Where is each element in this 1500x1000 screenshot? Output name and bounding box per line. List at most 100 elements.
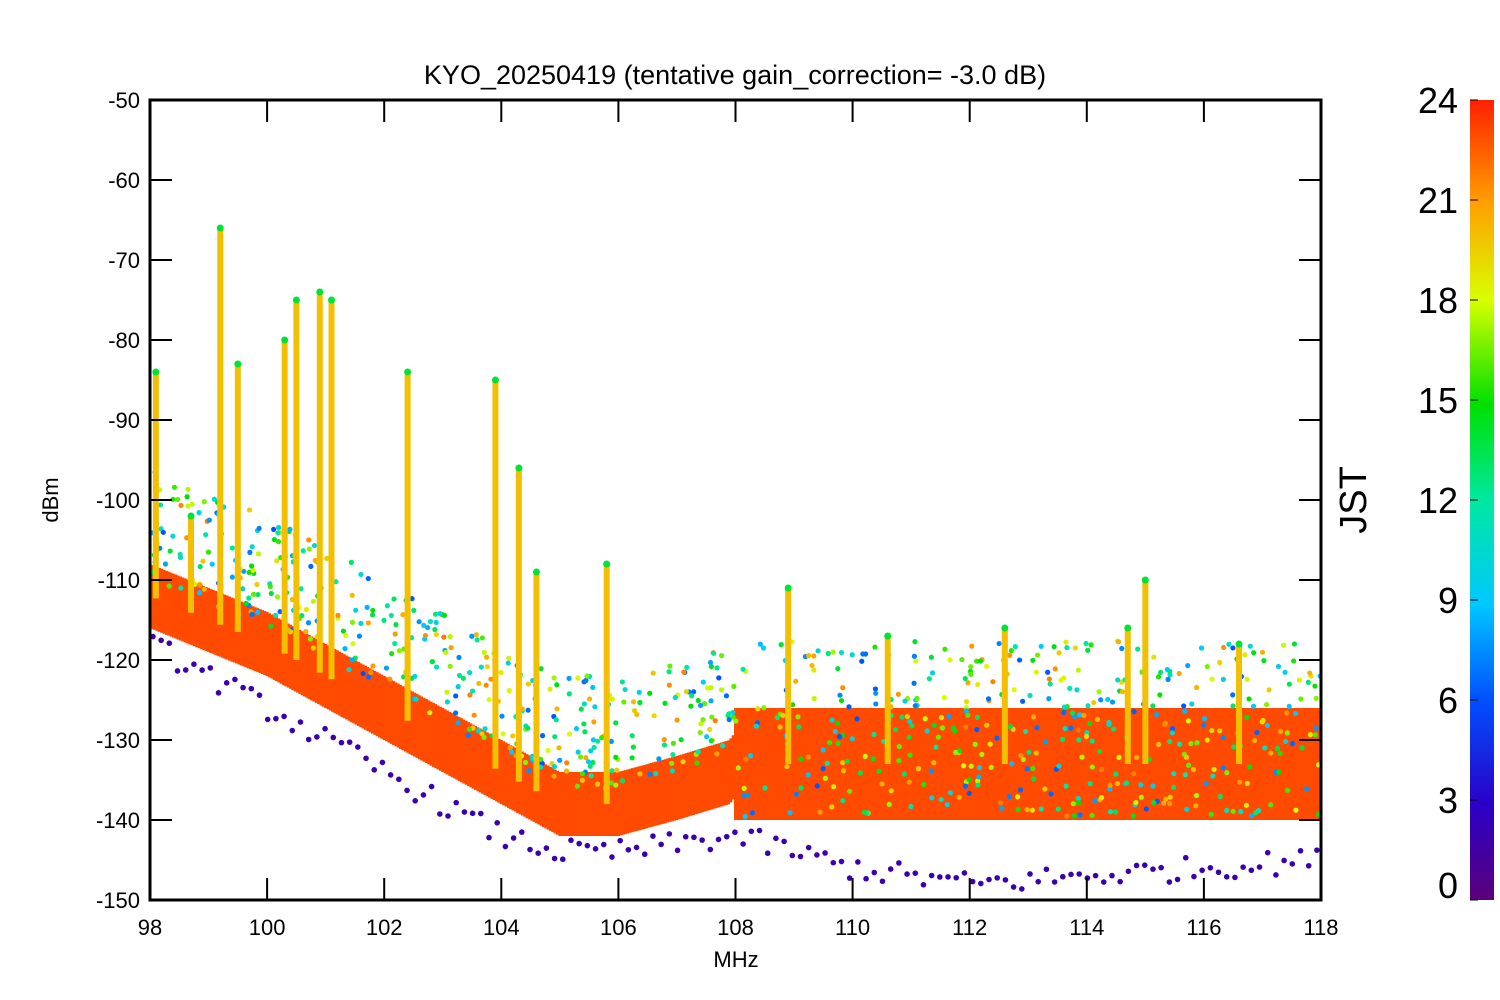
scatter-point	[1091, 699, 1097, 706]
scatter-point	[1193, 684, 1200, 691]
scatter-point	[968, 763, 974, 769]
scatter-point	[1313, 725, 1319, 731]
scatter-point	[360, 670, 366, 677]
y-tick-label: -150	[96, 888, 140, 913]
scatter-point	[1230, 645, 1236, 651]
scatter-point	[525, 681, 532, 687]
scatter-point	[840, 768, 847, 774]
y-tick-label: -80	[108, 328, 140, 353]
scatter-point	[666, 669, 672, 675]
scatter-point	[506, 688, 512, 694]
scatter-point	[1284, 787, 1291, 793]
scatter-point	[1169, 726, 1176, 732]
scatter-point	[1182, 772, 1188, 778]
scatter-point	[1109, 699, 1116, 705]
scatter-point	[1157, 692, 1163, 698]
scatter-point	[229, 545, 235, 551]
min-point	[322, 725, 328, 732]
scatter-point	[255, 591, 261, 598]
scatter-point	[250, 567, 256, 573]
scatter-point	[1289, 741, 1296, 747]
scatter-point	[1185, 662, 1191, 669]
scatter-point	[1076, 737, 1082, 743]
scatter-point	[778, 642, 784, 648]
min-point	[1133, 862, 1140, 869]
scatter-point	[1185, 718, 1191, 724]
peak-point	[216, 224, 224, 232]
scatter-point	[997, 800, 1004, 806]
min-point	[617, 837, 623, 844]
scatter-point	[1030, 714, 1037, 720]
scatter-point	[1042, 786, 1048, 792]
min-point	[346, 739, 353, 745]
scatter-point	[594, 781, 601, 787]
scatter-point	[590, 684, 596, 691]
scatter-point	[1114, 780, 1121, 787]
scatter-point	[1268, 750, 1274, 756]
scatter-point	[1098, 766, 1105, 773]
scatter-point	[433, 619, 439, 626]
colorbar-tick-label: 21	[1418, 180, 1458, 221]
min-point	[1240, 864, 1246, 870]
scatter-point	[968, 671, 974, 677]
scatter-point	[1075, 795, 1081, 802]
scatter-point	[1296, 677, 1303, 683]
scatter-point	[846, 704, 852, 710]
scatter-point	[1045, 669, 1051, 675]
scatter-point	[667, 663, 673, 669]
scatter-point	[838, 649, 845, 656]
scatter-point	[456, 654, 462, 661]
scatter-point	[525, 707, 531, 713]
min-point	[1043, 866, 1050, 873]
min-point	[314, 734, 320, 740]
x-axis-label: MHz	[713, 947, 758, 972]
scatter-point	[484, 654, 490, 660]
min-point	[1232, 874, 1238, 881]
min-point	[978, 880, 984, 887]
scatter-point	[1075, 667, 1081, 673]
scatter-point	[1015, 807, 1021, 813]
scatter-point	[209, 561, 215, 567]
scatter-point	[911, 653, 917, 659]
scatter-point	[1024, 766, 1030, 772]
min-point	[773, 835, 779, 842]
scatter-point	[1282, 669, 1288, 675]
scatter-point	[1224, 807, 1230, 813]
scatter-point	[1033, 750, 1039, 756]
min-point	[682, 833, 689, 840]
scatter-point	[197, 563, 203, 570]
scatter-point	[1268, 802, 1274, 808]
scatter-point	[726, 711, 732, 717]
scatter-point	[1098, 697, 1104, 703]
scatter-point	[1056, 763, 1062, 769]
scatter-point	[795, 714, 801, 720]
min-point	[535, 850, 541, 857]
scatter-point	[1208, 811, 1214, 817]
scatter-point	[996, 640, 1002, 647]
scatter-point	[1209, 727, 1215, 734]
scatter-point	[946, 713, 952, 720]
scatter-point	[444, 689, 450, 695]
scatter-point	[365, 620, 371, 626]
scatter-point	[1226, 641, 1232, 647]
scatter-point	[453, 710, 459, 716]
scatter-point	[755, 706, 761, 712]
scatter-point	[526, 768, 532, 774]
scatter-point	[552, 734, 558, 740]
scatter-point	[975, 782, 981, 788]
scatter-point	[599, 735, 605, 741]
min-point	[1010, 884, 1017, 890]
scatter-point	[465, 732, 471, 738]
scatter-point	[694, 760, 700, 766]
scatter-point	[167, 548, 173, 554]
scatter-point	[1106, 721, 1112, 728]
scatter-point	[1051, 644, 1057, 650]
scatter-point	[1307, 670, 1313, 676]
scatter-point	[941, 694, 947, 701]
scatter-point	[1011, 687, 1017, 693]
scatter-point	[249, 563, 255, 569]
min-point	[1264, 849, 1271, 856]
min-point	[830, 859, 837, 866]
scatter-point	[1138, 794, 1144, 800]
scatter-point	[1189, 701, 1195, 707]
